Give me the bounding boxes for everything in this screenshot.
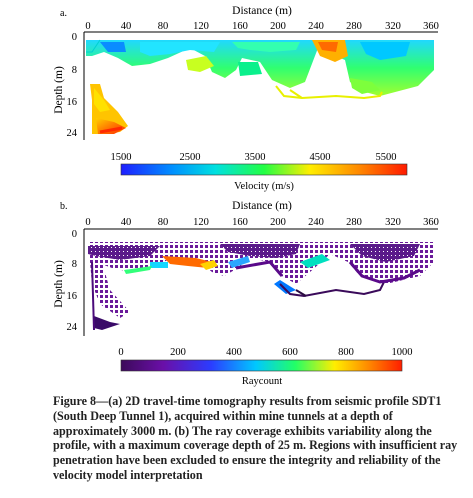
panel-b-y-tick-0: 0 <box>72 229 77 240</box>
panel-b-y-ticks: 0 8 16 24 <box>67 229 78 333</box>
panel-b-x-ticks: 0 40 80 120 160 200 240 280 320 360 <box>85 217 439 228</box>
panel-a-y-tick-24: 24 <box>67 128 78 139</box>
panel-b-x-tick-120: 120 <box>193 217 209 228</box>
panel-b-x-tick-0: 0 <box>85 217 90 228</box>
panel-b-x-tick-200: 200 <box>270 217 286 228</box>
panel-b: b. Distance (m) 0 40 80 120 160 200 240 … <box>53 200 439 387</box>
panel-b-x-tick-240: 240 <box>308 217 324 228</box>
panel-a-x-tick-40: 40 <box>121 21 132 32</box>
colorbar-b-tick-200: 200 <box>170 347 186 358</box>
panel-a-x-tick-360: 360 <box>423 21 439 32</box>
panel-a-y-tick-8: 8 <box>72 65 77 76</box>
panel-a: a. Distance (m) 0 40 80 120 160 200 240 … <box>53 5 439 192</box>
panel-b-x-axis-title: Distance (m) <box>232 200 292 212</box>
raycount-colorbar <box>120 359 403 372</box>
panel-a-x-tick-320: 320 <box>385 21 401 32</box>
colorbar-a-tick-3500: 3500 <box>245 152 266 163</box>
panel-b-x-tick-80: 80 <box>158 217 169 228</box>
panel-b-y-tick-8: 8 <box>72 259 77 270</box>
panel-a-y-tick-0: 0 <box>72 32 77 43</box>
panel-b-y-axis-title: Depth (m) <box>53 260 65 308</box>
velocity-colorbar-title: Velocity (m/s) <box>234 181 294 192</box>
colorbar-b-tick-600: 600 <box>282 347 298 358</box>
colorbar-a-tick-5500: 5500 <box>376 152 397 163</box>
colorbar-b-tick-1000: 1000 <box>392 347 413 358</box>
panel-b-x-tick-320: 320 <box>385 217 401 228</box>
figure-caption: Figure 8—(a) 2D travel-time tomography r… <box>53 394 458 482</box>
panel-a-x-tick-160: 160 <box>232 21 248 32</box>
panel-a-y-ticks: 0 8 16 24 <box>67 32 78 139</box>
panel-b-x-tick-280: 280 <box>346 217 362 228</box>
panel-a-x-tick-240: 240 <box>308 21 324 32</box>
panel-a-y-tick-16: 16 <box>67 97 78 108</box>
panel-a-label: a. <box>60 8 67 19</box>
panel-a-x-axis-title: Distance (m) <box>232 5 292 17</box>
panel-b-y-tick-16: 16 <box>67 291 78 302</box>
colorbar-b-tick-800: 800 <box>338 347 354 358</box>
panel-b-label: b. <box>60 201 68 212</box>
panel-b-x-tick-360: 360 <box>423 217 439 228</box>
panel-a-x-tick-80: 80 <box>158 21 169 32</box>
panel-a-y-axis-title: Depth (m) <box>53 66 65 114</box>
panel-a-velocity-image <box>86 39 434 134</box>
panel-b-raycount-image <box>88 242 434 331</box>
colorbar-b-tick-400: 400 <box>226 347 242 358</box>
velocity-colorbar <box>120 163 408 176</box>
panel-b-x-tick-40: 40 <box>121 217 132 228</box>
panel-b-y-tick-24: 24 <box>67 322 78 333</box>
panel-a-x-ticks: 0 40 80 120 160 200 240 280 320 360 <box>85 21 439 32</box>
panel-a-x-tick-280: 280 <box>346 21 362 32</box>
colorbar-a-tick-2500: 2500 <box>180 152 201 163</box>
panel-a-x-tick-0: 0 <box>85 21 90 32</box>
colorbar-a-tick-4500: 4500 <box>310 152 331 163</box>
panel-a-x-tick-200: 200 <box>270 21 286 32</box>
colorbar-a-tick-1500: 1500 <box>111 152 132 163</box>
colorbar-b-tick-0: 0 <box>118 347 123 358</box>
panel-a-x-tick-120: 120 <box>193 21 209 32</box>
raycount-colorbar-title: Raycount <box>242 376 282 387</box>
panel-b-x-tick-160: 160 <box>232 217 248 228</box>
